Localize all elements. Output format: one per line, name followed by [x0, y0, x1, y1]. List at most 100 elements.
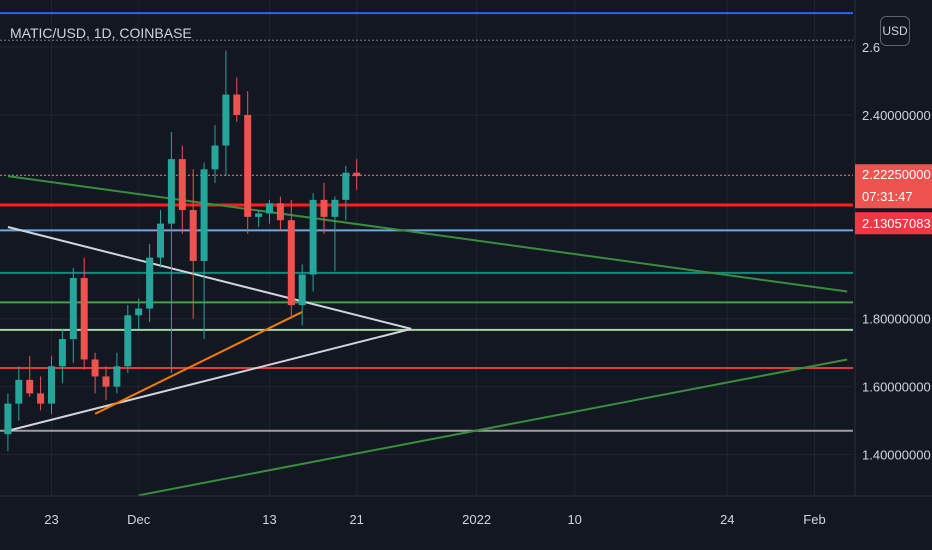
- candle: [342, 165, 350, 221]
- currency-badge[interactable]: USD: [880, 16, 910, 46]
- candle: [200, 162, 208, 340]
- last-price-bg: [855, 164, 932, 209]
- candle: [113, 352, 121, 394]
- price-tick-label: 1.40000000: [862, 448, 931, 463]
- alert-price-label: 2.13057083: [855, 212, 932, 235]
- candle: [124, 305, 132, 374]
- bar-countdown: 07:31:47: [862, 189, 913, 204]
- time-axis[interactable]: 23 Dec 13 21 2022 10 24 Feb: [0, 495, 932, 550]
- candle-body: [157, 223, 164, 258]
- last-price-label: 2.22250000 07:31:47: [855, 164, 932, 209]
- time-axis-bg: [0, 496, 855, 550]
- candle: [255, 210, 263, 228]
- candle: [233, 77, 241, 122]
- candle: [298, 264, 306, 326]
- price-tick-label: 1.80000000: [862, 312, 931, 327]
- candle-body: [37, 393, 45, 404]
- price-labels: 2.22250000 07:31:47 2.13057083: [855, 164, 932, 235]
- candle: [331, 196, 339, 272]
- candle-body: [146, 257, 154, 309]
- alert-price-value: 2.13057083: [862, 216, 931, 231]
- candle-body: [200, 169, 208, 261]
- candle-body: [298, 274, 306, 306]
- candle: [37, 376, 45, 411]
- trend-line: [94, 311, 303, 415]
- candle-body: [48, 366, 55, 404]
- candle-body: [276, 203, 284, 221]
- candle: [135, 298, 143, 329]
- trend-lines: [7, 175, 848, 496]
- candle: [266, 199, 273, 224]
- candle-body: [15, 379, 23, 404]
- horizontal-lines: [0, 12, 853, 432]
- price-axis-bg: [855, 0, 932, 550]
- candle: [146, 244, 154, 323]
- candle: [287, 199, 295, 319]
- candle-body: [124, 315, 132, 367]
- candle: [157, 210, 164, 268]
- price-tick-label: 2.6: [862, 40, 880, 55]
- candle-body: [102, 376, 110, 387]
- last-price-value: 2.22250000: [862, 167, 931, 182]
- candle-body: [211, 145, 219, 170]
- candle-body: [69, 277, 77, 340]
- candle: [276, 196, 284, 231]
- time-tick-label: 23: [44, 512, 58, 527]
- candle-body: [287, 220, 295, 306]
- candle-body: [26, 379, 34, 394]
- candle: [80, 257, 88, 370]
- candle: [211, 125, 219, 183]
- candle-body: [58, 339, 66, 367]
- candle-body: [331, 199, 339, 217]
- candle-body: [189, 210, 197, 261]
- candle-body: [113, 366, 121, 387]
- price-tick-label: 1.60000000: [862, 380, 931, 395]
- candle-body: [91, 359, 99, 377]
- candle-body: [342, 172, 350, 200]
- candle: [48, 356, 55, 414]
- candle-body: [353, 172, 361, 177]
- symbol-title[interactable]: MATIC/USD, 1D, COINBASE: [10, 25, 192, 41]
- candle-body: [233, 94, 241, 115]
- candle: [102, 366, 110, 401]
- candle: [309, 193, 317, 292]
- candle-body: [178, 159, 186, 211]
- candle-body: [244, 114, 252, 217]
- candle-body: [320, 199, 328, 217]
- candle-body: [135, 308, 143, 316]
- time-tick-label: 13: [262, 512, 276, 527]
- candle: [69, 267, 77, 363]
- trend-line: [7, 175, 848, 293]
- candle-body: [222, 94, 230, 146]
- time-tick-label: Feb: [803, 512, 825, 527]
- candle: [26, 356, 34, 397]
- candle: [244, 91, 252, 234]
- candle: [178, 145, 186, 234]
- candle: [58, 328, 66, 384]
- candle: [4, 393, 12, 452]
- candle: [91, 352, 99, 394]
- time-tick-label: 24: [720, 512, 734, 527]
- time-tick-label: 21: [349, 512, 363, 527]
- alert-price-bg: [855, 212, 932, 235]
- time-tick-label: 10: [567, 512, 581, 527]
- candle-body: [4, 403, 12, 435]
- time-tick-label: Dec: [127, 512, 151, 527]
- candle: [189, 169, 197, 319]
- candles: [4, 50, 361, 452]
- price-tick-label: 2.40000000: [862, 108, 931, 123]
- candle-body: [80, 277, 88, 360]
- trend-line: [7, 226, 412, 330]
- time-tick-label: 2022: [462, 512, 491, 527]
- price-axis[interactable]: 2.6 2.40000000 1.80000000 1.60000000 1.40000…: [854, 0, 932, 550]
- candle-body: [255, 213, 263, 217]
- candle-body: [266, 203, 273, 214]
- candle: [15, 366, 23, 421]
- candle-body: [309, 199, 317, 275]
- trend-line: [138, 358, 848, 496]
- candle: [353, 159, 361, 190]
- candle: [320, 182, 328, 234]
- candle-body: [167, 159, 175, 224]
- grid: [0, 0, 853, 496]
